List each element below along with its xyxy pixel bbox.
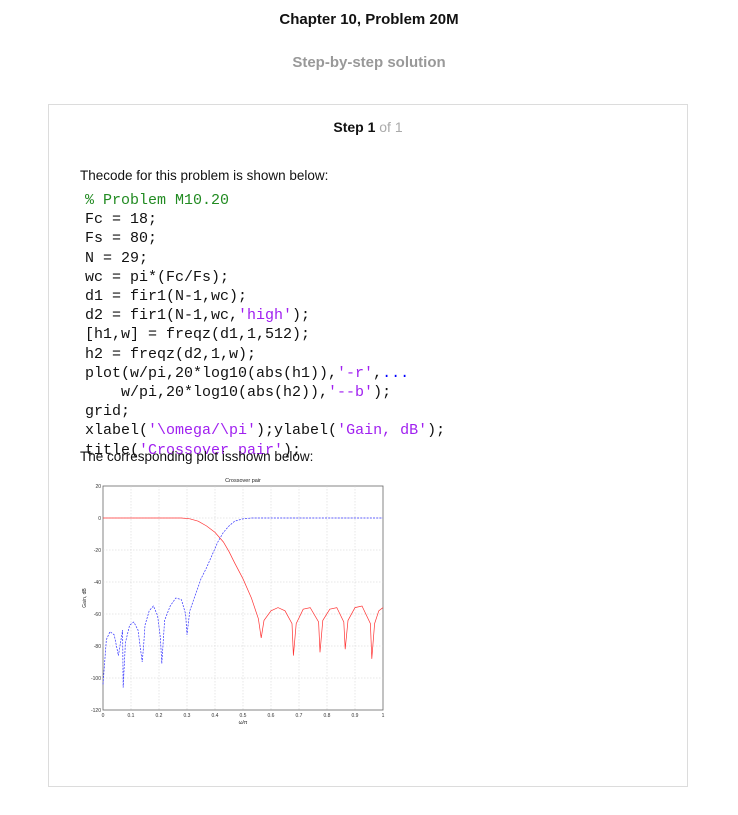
x-tick-label: 0.6 bbox=[268, 713, 275, 719]
code-line: N = 29; bbox=[85, 249, 149, 267]
y-tick-label: 20 bbox=[95, 484, 101, 490]
y-tick-label: -100 bbox=[91, 676, 101, 682]
x-tick-label: 0.5 bbox=[240, 713, 247, 719]
code-line: grid; bbox=[85, 403, 131, 421]
y-tick-label: -120 bbox=[91, 708, 101, 714]
y-axis-label: Gain, dB bbox=[82, 588, 88, 608]
chart-title: Crossover pair bbox=[225, 478, 261, 484]
code-line: d1 = fir1(N-1,wc); bbox=[85, 288, 248, 306]
code-line: h2 = freqz(d2,1,w); bbox=[85, 345, 257, 363]
step-count: of 1 bbox=[379, 119, 403, 135]
step-label: Step 1 bbox=[333, 119, 376, 135]
code-block: % Problem M10.20 Fc = 18; Fs = 80; N = 2… bbox=[85, 191, 445, 460]
x-tick-label: 0.1 bbox=[128, 713, 135, 719]
highpass-series-line bbox=[102, 517, 383, 688]
x-tick-label: 0 bbox=[102, 713, 105, 719]
series-lines bbox=[102, 517, 384, 688]
code-line: w/pi,20*log10(abs(h2)),'--b'); bbox=[85, 384, 392, 402]
x-tick-label: 0.2 bbox=[156, 713, 163, 719]
code-line: xlabel('\omega/\pi');ylabel('Gain, dB'); bbox=[85, 422, 446, 440]
x-tick-label: 1 bbox=[382, 713, 385, 719]
outro-text: The corresponding plot isshown below: bbox=[80, 449, 314, 464]
intro-text: Thecode for this problem is shown below: bbox=[80, 168, 329, 183]
page-title: Chapter 10, Problem 20M bbox=[279, 11, 459, 28]
code-line: title('Crossover pair'); bbox=[85, 441, 302, 459]
code-line: Fs = 80; bbox=[85, 230, 158, 248]
y-tick-label: 0 bbox=[98, 516, 101, 522]
crossover-chart: 0 0.1 0.2 0.3 0.4 0.5 0.6 0.7 0.8 0.9 1 20 0 -20 -40 -6… bbox=[82, 478, 385, 726]
code-line: Fc = 18; bbox=[85, 211, 158, 229]
code-line: [h1,w] = freqz(d1,1,512); bbox=[85, 326, 311, 344]
y-tick-label: -80 bbox=[94, 644, 101, 650]
code-line: wc = pi*(Fc/Fs); bbox=[85, 268, 230, 286]
solution-subtitle: Step-by-step solution bbox=[292, 54, 446, 71]
y-tick-label: -20 bbox=[94, 548, 101, 554]
y-tick-label: -60 bbox=[94, 612, 101, 618]
x-tick-label: 0.8 bbox=[324, 713, 331, 719]
x-tick-label: 0.7 bbox=[296, 713, 303, 719]
tick-labels: 0 0.1 0.2 0.3 0.4 0.5 0.6 0.7 0.8 0.9 1 20 0 -20 -40 -6… bbox=[91, 484, 385, 719]
code-line: d2 = fir1(N-1,wc,'high'); bbox=[85, 307, 311, 325]
lowpass-series-line bbox=[103, 517, 384, 659]
y-tick-label: -40 bbox=[94, 580, 101, 586]
x-tick-label: 0.9 bbox=[352, 713, 359, 719]
grid-lines bbox=[103, 486, 383, 710]
x-tick-label: 0.3 bbox=[184, 713, 191, 719]
code-line: % Problem M10.20 bbox=[85, 192, 230, 209]
code-line: plot(w/pi,20*log10(abs(h1)),'-r',... bbox=[85, 364, 410, 382]
x-tick-label: 0.4 bbox=[212, 713, 219, 719]
x-axis-label: ω/π bbox=[239, 720, 248, 726]
step-indicator: Step 1 of 1 bbox=[49, 119, 687, 135]
